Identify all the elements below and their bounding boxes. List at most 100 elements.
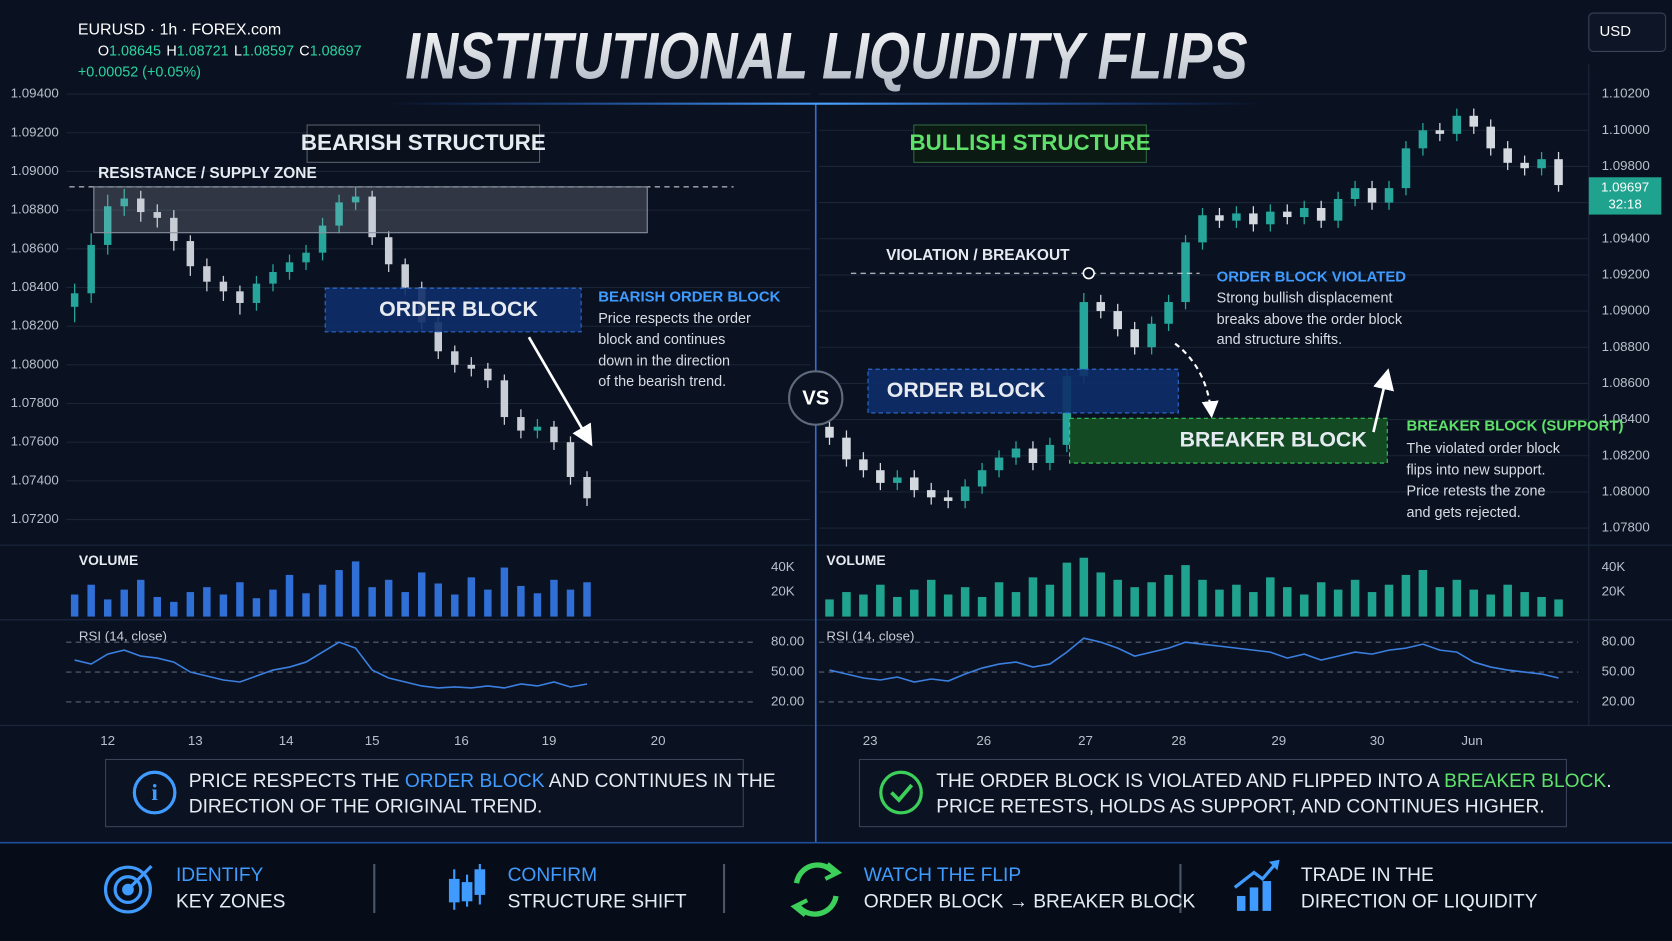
- callout-title: BREAKER BLOCK (SUPPORT): [1406, 418, 1623, 435]
- footer: [0, 842, 1672, 941]
- volume-bar: [1215, 589, 1224, 617]
- step-title: TRADE IN THE: [1301, 865, 1434, 886]
- note-part: AND CONTINUES IN THE: [545, 771, 776, 792]
- note-text: PRICE RETESTS, HOLDS AS SUPPORT, AND CON…: [936, 797, 1544, 818]
- ohlc-value: 1.08721: [177, 43, 229, 59]
- volume-tick-label: 20K: [1602, 584, 1626, 599]
- candle-body: [876, 470, 885, 483]
- y-tick-label: 1.07800: [11, 395, 59, 410]
- y-tick-label: 1.09200: [11, 124, 59, 139]
- arrow: [1372, 368, 1394, 433]
- candle-body: [960, 486, 970, 501]
- ohlc-key: H: [166, 43, 176, 59]
- candle-body: [1249, 213, 1258, 225]
- callout-title: ORDER BLOCK VIOLATED: [1217, 268, 1407, 285]
- candle-body: [401, 264, 409, 288]
- volume-bar: [1384, 584, 1394, 617]
- candle-body: [236, 291, 244, 303]
- volume-bar: [137, 579, 145, 617]
- candle-body: [977, 470, 987, 487]
- volume-bar: [120, 589, 128, 617]
- volume-title: VOLUME: [79, 552, 138, 568]
- volume-bar: [859, 594, 868, 617]
- volume-bar: [910, 589, 919, 617]
- candle-body: [1079, 302, 1089, 377]
- flip-icon: [790, 862, 843, 917]
- volume-bar: [236, 582, 244, 617]
- candle-body: [1384, 188, 1394, 203]
- y-tick-label: 1.07600: [11, 434, 59, 449]
- callout-text: of the bearish trend.: [598, 374, 726, 390]
- volume-bar: [1452, 579, 1462, 617]
- volume-bar: [1435, 587, 1445, 617]
- y-tick-label: 1.08800: [11, 202, 59, 217]
- volume-bar: [418, 572, 426, 617]
- info-icon: [132, 770, 177, 815]
- step-title: CONFIRM: [508, 865, 598, 886]
- candle-body: [368, 196, 376, 238]
- candle-body: [1520, 162, 1529, 169]
- y-tick-label: 1.10200: [1602, 86, 1650, 101]
- candle-body: [1096, 302, 1106, 312]
- volume-bar: [1062, 562, 1072, 617]
- note-highlight: BREAKER BLOCK: [1444, 771, 1606, 792]
- volume-bar: [1028, 577, 1038, 617]
- x-tick-label: 26: [976, 733, 991, 748]
- y-tick-label: 1.08000: [1602, 483, 1650, 498]
- callout-text: breaks above the order block: [1217, 312, 1403, 328]
- volume-bar: [103, 599, 112, 617]
- callout-text: Strong bullish displacement: [1217, 291, 1393, 307]
- ohlc-value: 1.08645: [109, 43, 161, 59]
- volume-bar: [1418, 569, 1428, 617]
- x-tick-label: 30: [1370, 733, 1385, 748]
- candle-body: [842, 437, 851, 460]
- volume-bar: [842, 592, 851, 617]
- price-tag-value: 1.09697: [1601, 179, 1649, 194]
- rsi-line: [829, 637, 1559, 683]
- candle-body: [533, 426, 542, 431]
- y-tick-label: 1.09000: [11, 163, 59, 178]
- volume-bar: [1147, 582, 1156, 617]
- note-box: [858, 758, 1567, 828]
- candle-body: [583, 477, 591, 499]
- volume-bar: [1181, 565, 1190, 617]
- x-tick-label: 29: [1271, 733, 1286, 748]
- y-tick-label: 1.09200: [1602, 266, 1650, 281]
- candle-body: [137, 198, 145, 213]
- candle-body: [170, 217, 178, 242]
- candle-body: [517, 417, 525, 431]
- volume-bar: [401, 592, 409, 617]
- candle-body: [1266, 211, 1275, 225]
- y-tick-label: 1.10000: [1602, 122, 1650, 137]
- price-tag-countdown: 32:18: [1608, 197, 1641, 212]
- candle-body: [1130, 329, 1139, 348]
- candle-body: [484, 368, 492, 381]
- step-subtitle: KEY ZONES: [176, 891, 285, 912]
- candle-body: [1164, 302, 1173, 324]
- candle-body: [318, 225, 327, 253]
- candle-body: [87, 244, 95, 294]
- note-text: THE ORDER BLOCK IS VIOLATED AND FLIPPED …: [936, 771, 1611, 792]
- callout-text: and structure shifts.: [1217, 332, 1342, 348]
- volume-bar: [1130, 587, 1139, 617]
- volume-bar: [203, 587, 211, 617]
- candle-body: [1198, 215, 1207, 243]
- structure-label: BULLISH STRUCTURE: [909, 130, 1150, 155]
- note-highlight: ORDER BLOCK: [405, 771, 545, 792]
- volume-bar: [351, 561, 360, 617]
- arrow: [1174, 342, 1219, 419]
- title-glow: [380, 102, 1269, 105]
- y-tick-label: 1.08400: [11, 279, 59, 294]
- rsi-tick-label: 80.00: [771, 634, 804, 649]
- volume-bar: [1316, 582, 1326, 617]
- candle-body: [351, 196, 360, 203]
- candle-body: [1452, 115, 1462, 134]
- rsi-tick-label: 20.00: [771, 693, 804, 708]
- volume-bar: [285, 574, 294, 617]
- vs-label: VS: [802, 387, 829, 409]
- callout-title: BEARISH ORDER BLOCK: [598, 289, 780, 306]
- volume-bar: [550, 579, 558, 617]
- candle-body: [825, 426, 834, 438]
- check-icon-mark: [890, 783, 914, 803]
